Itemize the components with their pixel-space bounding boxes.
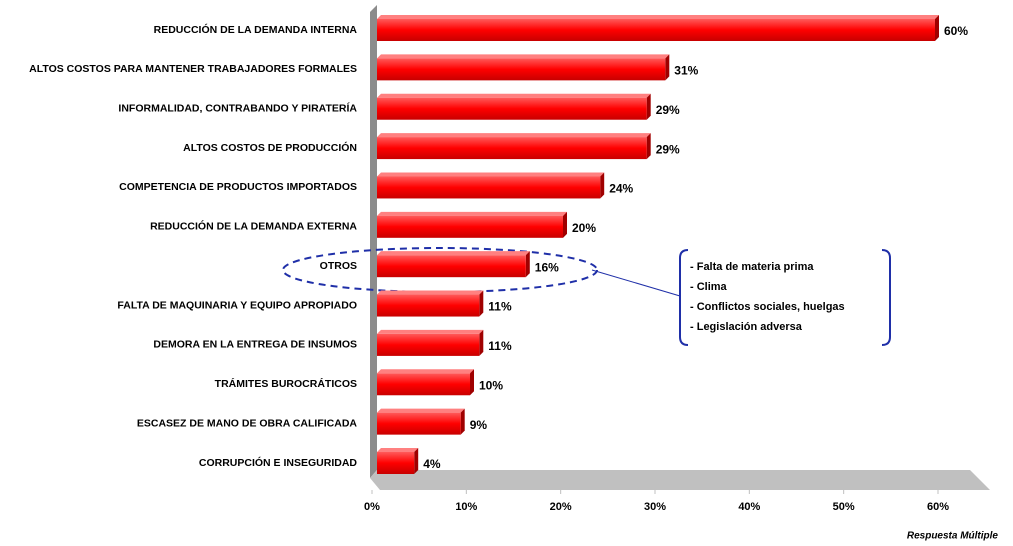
bar-side bbox=[460, 408, 465, 435]
bar-top bbox=[377, 211, 567, 216]
bar bbox=[377, 255, 526, 278]
value-label: 11% bbox=[488, 300, 512, 314]
bar bbox=[377, 137, 647, 160]
annotation-line: - Falta de materia prima bbox=[690, 261, 814, 273]
axis-floor bbox=[370, 470, 990, 490]
value-label: 29% bbox=[656, 142, 680, 156]
bar-side bbox=[479, 290, 484, 317]
value-label: 60% bbox=[944, 24, 968, 38]
bar-side bbox=[935, 15, 939, 41]
bar-side bbox=[665, 54, 670, 81]
category-label: ESCASEZ DE MANO DE OBRA CALIFICADA bbox=[137, 417, 358, 429]
category-label: INFORMALIDAD, CONTRABANDO Y PIRATERÍA bbox=[118, 102, 357, 115]
category-label: FALTA DE MAQUINARIA Y EQUIPO APROPIADO bbox=[117, 299, 357, 311]
bar bbox=[377, 97, 647, 120]
bar bbox=[377, 452, 415, 474]
value-label: 29% bbox=[656, 103, 680, 117]
bar-side bbox=[563, 211, 567, 238]
category-label: REDUCCIÓN DE LA DEMANDA INTERNA bbox=[154, 23, 358, 36]
bar-top bbox=[377, 448, 419, 452]
bar-side bbox=[479, 329, 484, 356]
bar-top bbox=[377, 251, 530, 256]
value-label: 16% bbox=[535, 260, 559, 274]
category-label: REDUCCIÓN DE LA DEMANDA EXTERNA bbox=[150, 220, 357, 233]
category-label: CORRUPCIÓN E INSEGURIDAD bbox=[199, 456, 358, 469]
bar-side bbox=[646, 93, 651, 120]
bar bbox=[377, 176, 601, 199]
x-tick-label: 30% bbox=[644, 501, 666, 513]
bar-top bbox=[377, 369, 474, 374]
category-label: ALTOS COSTOS PARA MANTENER TRABAJADORES … bbox=[29, 63, 357, 75]
bar bbox=[377, 58, 666, 81]
bar-top bbox=[377, 290, 484, 295]
bar-side bbox=[646, 133, 651, 160]
bar-top bbox=[377, 15, 939, 19]
x-tick-label: 40% bbox=[738, 501, 760, 513]
value-label: 4% bbox=[423, 457, 441, 471]
value-label: 24% bbox=[609, 182, 633, 196]
value-label: 11% bbox=[488, 339, 512, 353]
category-label: COMPETENCIA DE PRODUCTOS IMPORTADOS bbox=[119, 181, 357, 193]
bar-side bbox=[414, 448, 419, 474]
bar-top bbox=[377, 93, 651, 98]
bar bbox=[377, 215, 563, 238]
axis-wall bbox=[370, 5, 377, 478]
bar bbox=[377, 412, 461, 435]
x-tick-label: 10% bbox=[455, 501, 477, 513]
callout-line bbox=[591, 269, 681, 297]
value-label: 9% bbox=[470, 418, 488, 432]
annotation-line: - Conflictos sociales, huelgas bbox=[690, 301, 845, 313]
category-label: OTROS bbox=[320, 260, 357, 272]
bar-top bbox=[377, 408, 465, 413]
bar-top bbox=[377, 172, 605, 177]
x-tick-label: 20% bbox=[550, 501, 572, 513]
bar-side bbox=[525, 251, 530, 278]
bracket-right bbox=[881, 249, 891, 346]
bar-top bbox=[377, 54, 670, 59]
bar bbox=[377, 294, 480, 317]
annotation-line: - Legislación adversa bbox=[690, 321, 803, 333]
annotation-line: - Clima bbox=[690, 281, 728, 293]
x-tick-label: 50% bbox=[833, 501, 855, 513]
category-label: TRÁMITES BUROCRÁTICOS bbox=[215, 377, 357, 390]
x-tick-label: 60% bbox=[927, 501, 949, 513]
category-label: DEMORA EN LA ENTREGA DE INSUMOS bbox=[153, 339, 357, 351]
bar bbox=[377, 373, 470, 396]
bracket-left bbox=[679, 249, 689, 346]
bar-side bbox=[600, 172, 605, 199]
bar-top bbox=[377, 329, 484, 334]
x-tick-label: 0% bbox=[364, 501, 380, 513]
category-label: ALTOS COSTOS DE PRODUCCIÓN bbox=[183, 141, 357, 154]
bar-side bbox=[470, 369, 474, 396]
value-label: 20% bbox=[572, 221, 596, 235]
bar bbox=[377, 333, 480, 356]
bar-top bbox=[377, 133, 651, 138]
bar bbox=[377, 19, 935, 41]
value-label: 31% bbox=[674, 64, 698, 78]
value-label: 10% bbox=[479, 378, 503, 392]
footnote: Respuesta Múltiple bbox=[907, 531, 999, 542]
